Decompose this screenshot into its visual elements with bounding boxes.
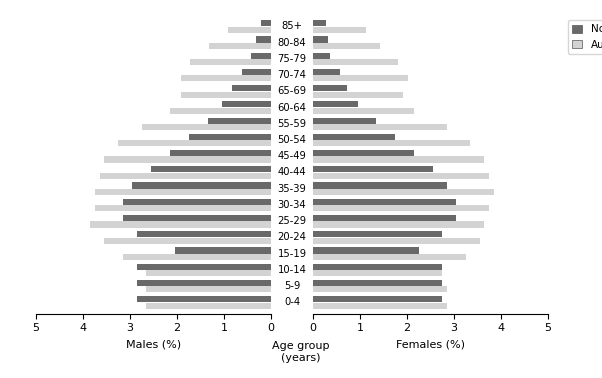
Text: 60-64: 60-64 (278, 102, 306, 113)
Text: 80-84: 80-84 (278, 38, 306, 48)
Text: 70-74: 70-74 (278, 70, 306, 80)
Bar (232, 85, 271, 91)
Bar (313, 238, 480, 244)
Text: 55-59: 55-59 (278, 119, 306, 129)
Bar (95, 205, 271, 211)
Bar (313, 59, 399, 65)
Bar (313, 286, 447, 293)
Bar (313, 69, 340, 75)
Bar (313, 166, 433, 172)
Text: 85+: 85+ (282, 22, 302, 31)
Bar (228, 26, 271, 33)
Bar (99, 173, 271, 179)
Bar (104, 238, 271, 244)
Bar (313, 20, 326, 26)
Bar (313, 231, 442, 237)
Text: 20-24: 20-24 (278, 232, 306, 242)
Bar (261, 20, 271, 26)
Bar (313, 53, 330, 59)
Bar (313, 118, 376, 124)
Bar (313, 173, 489, 179)
Text: 30-34: 30-34 (278, 200, 306, 210)
Bar (137, 296, 271, 302)
Bar (313, 91, 403, 98)
Bar (313, 26, 365, 33)
Bar (208, 118, 271, 124)
Bar (313, 302, 447, 309)
Bar (313, 270, 442, 276)
Bar (104, 156, 271, 163)
Bar (132, 183, 271, 189)
Text: 35-39: 35-39 (278, 184, 306, 194)
Bar (123, 199, 271, 205)
Bar (313, 199, 456, 205)
Bar (313, 263, 442, 270)
Text: 0-4: 0-4 (284, 297, 300, 307)
Bar (313, 43, 380, 49)
Bar (313, 296, 442, 302)
X-axis label: Females (%): Females (%) (396, 339, 465, 349)
Bar (151, 166, 271, 172)
Bar (313, 134, 396, 140)
Bar (313, 156, 485, 163)
Bar (118, 140, 271, 146)
Bar (123, 215, 271, 221)
Text: 75-79: 75-79 (278, 54, 306, 64)
Bar (313, 280, 442, 286)
Bar (256, 36, 271, 43)
Bar (313, 254, 466, 260)
Text: 25-29: 25-29 (278, 216, 306, 226)
Bar (123, 254, 271, 260)
Text: 5-9: 5-9 (284, 281, 300, 291)
Bar (313, 247, 419, 254)
Bar (313, 36, 328, 43)
Bar (90, 222, 271, 228)
Bar (146, 302, 271, 309)
Bar (313, 205, 489, 211)
Bar (175, 247, 271, 254)
Bar (242, 69, 271, 75)
Bar (137, 231, 271, 237)
Bar (313, 75, 408, 82)
Bar (313, 101, 358, 107)
Bar (181, 75, 271, 82)
Bar (137, 263, 271, 270)
Bar (137, 280, 271, 286)
Bar (181, 91, 271, 98)
Bar (313, 189, 494, 195)
Bar (313, 215, 456, 221)
Bar (313, 124, 447, 130)
Text: 65-69: 65-69 (278, 86, 306, 96)
Text: Age group
(years): Age group (years) (272, 341, 330, 363)
Bar (146, 286, 271, 293)
Bar (313, 85, 347, 91)
Bar (170, 108, 271, 114)
Bar (313, 183, 447, 189)
Bar (313, 222, 485, 228)
Bar (190, 59, 271, 65)
X-axis label: Males (%): Males (%) (126, 339, 181, 349)
Bar (146, 270, 271, 276)
Bar (313, 150, 414, 156)
Bar (170, 150, 271, 156)
Bar (209, 43, 271, 49)
Text: 10-14: 10-14 (278, 265, 306, 275)
Bar (313, 140, 470, 146)
Text: 50-54: 50-54 (278, 135, 306, 145)
Bar (142, 124, 271, 130)
Text: 15-19: 15-19 (278, 249, 306, 259)
Bar (189, 134, 271, 140)
Bar (313, 108, 414, 114)
Bar (251, 53, 271, 59)
Text: 45-49: 45-49 (278, 151, 306, 161)
Legend: Northern Territory, Australia: Northern Territory, Australia (568, 20, 602, 54)
Text: 40-44: 40-44 (278, 167, 306, 177)
Bar (95, 189, 271, 195)
Bar (222, 101, 271, 107)
